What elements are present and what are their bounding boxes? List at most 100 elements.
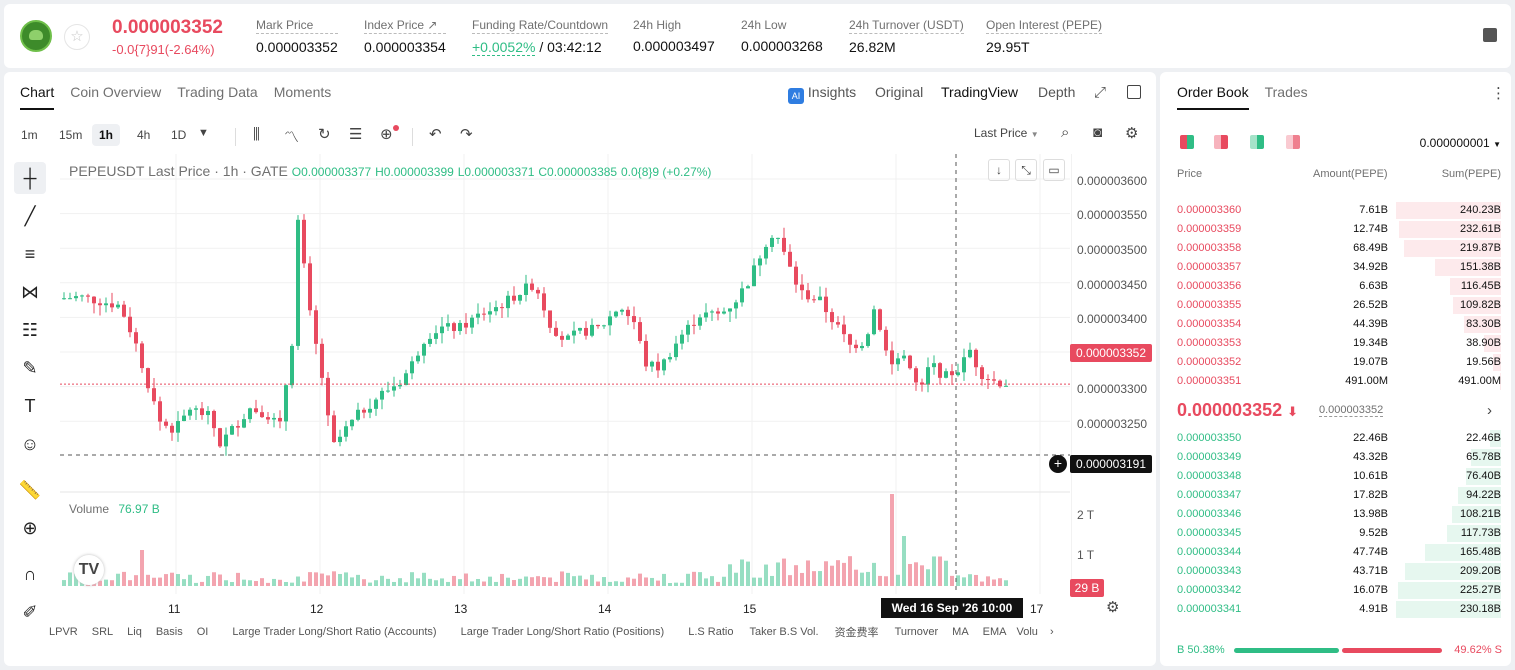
camera-icon[interactable]: ◙	[1093, 124, 1103, 141]
stat-index-price[interactable]: Index Price ↗ 0.000003354	[364, 18, 446, 55]
tab-chart[interactable]: Chart	[20, 84, 55, 110]
more-options-icon[interactable]: ⋮	[1491, 85, 1506, 102]
view-bids-icon[interactable]	[1250, 135, 1264, 149]
indicator-lt-accounts[interactable]: Large Trader Long/Short Ratio (Accounts)	[232, 626, 437, 638]
stat-open-interest[interactable]: Open Interest (PEPE) 29.95T	[986, 18, 1103, 55]
asks-row[interactable]: 0.000003352 19.07B 19.56B	[1160, 353, 1511, 372]
bids-row[interactable]: 0.000003346 13.98B 108.21B	[1160, 505, 1511, 524]
asks-row[interactable]: 0.000003356 6.63B 116.45B	[1160, 277, 1511, 296]
indicator-srl[interactable]: SRL	[91, 626, 114, 638]
document-icon[interactable]	[1483, 28, 1497, 42]
asks-row[interactable]: 0.000003360 7.61B 240.23B	[1160, 201, 1511, 220]
zoom-in-icon[interactable]: ⊕	[22, 518, 38, 538]
view-both-icon[interactable]	[1180, 135, 1194, 149]
precision-select[interactable]: 0.000000001 ▼	[1419, 136, 1501, 150]
add-indicator-icon[interactable]: ⊕	[380, 125, 399, 143]
tab-trades[interactable]: Trades	[1264, 84, 1308, 100]
asks-row[interactable]: 0.000003353 19.34B 38.90B	[1160, 334, 1511, 353]
asks-row[interactable]: 0.000003357 34.92B 151.38B	[1160, 258, 1511, 277]
favorite-star-icon[interactable]: ☆	[64, 24, 90, 50]
chevron-right-icon[interactable]: ›	[1487, 402, 1492, 419]
bids-row[interactable]: 0.000003344 47.74B 165.48B	[1160, 543, 1511, 562]
chevron-right-icon[interactable]: ›	[1049, 626, 1054, 638]
indicator-lpvr[interactable]: LPVR	[49, 626, 78, 638]
asks-amount: 19.07B	[1353, 356, 1388, 368]
collapse-icon[interactable]: ⤡	[1015, 159, 1037, 181]
indicator-liq[interactable]: Liq	[127, 626, 142, 638]
asks-row[interactable]: 0.000003359 12.74B 232.61B	[1160, 220, 1511, 239]
indicator-oi[interactable]: OI	[196, 626, 209, 638]
bids-row[interactable]: 0.000003343 43.71B 209.20B	[1160, 562, 1511, 581]
indicator-ma[interactable]: MA	[952, 626, 969, 638]
layout-icon[interactable]: ▭	[1043, 159, 1065, 181]
stat-24h-high: 24h High 0.000003497	[633, 18, 715, 54]
indicator-taker-vol[interactable]: Taker B.S Vol.	[749, 626, 819, 638]
bids-row[interactable]: 0.000003345 9.52B 117.73B	[1160, 524, 1511, 543]
pattern-icon[interactable]: ⋈	[21, 282, 39, 302]
timeframe-15m[interactable]: 15m	[59, 128, 83, 142]
expand-icon[interactable]: ⤢	[1094, 84, 1107, 101]
tab-trading-data[interactable]: Trading Data	[177, 84, 258, 100]
indicator-ls-ratio[interactable]: L.S Ratio	[688, 626, 734, 638]
indicator-turnover[interactable]: Turnover	[894, 626, 939, 638]
template-icon[interactable]: ☰	[349, 126, 363, 143]
tab-moments[interactable]: Moments	[273, 84, 332, 100]
add-alert-icon[interactable]: +	[1049, 455, 1067, 473]
search-icon[interactable]: ⌕	[1061, 124, 1070, 141]
indicator-vol[interactable]: Volu	[1016, 626, 1038, 638]
indicator-funding-rate[interactable]: 资金费率	[834, 627, 879, 639]
indicators-icon[interactable]: 〽	[284, 129, 300, 146]
view-mode-icon[interactable]	[1286, 135, 1300, 149]
original-view-button[interactable]: Original	[875, 84, 924, 100]
timeframe-dropdown-icon[interactable]: ▼	[198, 127, 209, 139]
candle-type-icon[interactable]: ⫼	[253, 126, 260, 143]
brush-icon[interactable]: ✎	[22, 358, 38, 378]
stat-funding-rate[interactable]: Funding Rate/Countdown +0.0052% / 03:42:…	[472, 18, 609, 56]
asks-row[interactable]: 0.000003354 44.39B 83.30B	[1160, 315, 1511, 334]
insights-button[interactable]: AI Insights	[788, 84, 856, 104]
bids-row[interactable]: 0.000003342 16.07B 225.27B	[1160, 581, 1511, 600]
tab-order-book[interactable]: Order Book	[1177, 84, 1249, 110]
indicator-basis[interactable]: Basis	[155, 626, 183, 638]
candlestick-chart[interactable]	[60, 154, 1072, 594]
bids-row[interactable]: 0.000003348 10.61B 76.40B	[1160, 467, 1511, 486]
timeframe-4h[interactable]: 4h	[137, 128, 151, 142]
asks-row[interactable]: 0.000003358 68.49B 219.87B	[1160, 239, 1511, 258]
trend-line-icon[interactable]: ╱	[24, 206, 36, 226]
depth-view-button[interactable]: Depth	[1038, 84, 1076, 100]
settings-gear-icon[interactable]: ⚙	[1125, 125, 1139, 142]
tradingview-view-button[interactable]: TradingView	[941, 84, 1019, 100]
volume-bar	[416, 578, 420, 586]
refresh-icon[interactable]: ↻	[318, 126, 331, 143]
fullscreen-icon[interactable]	[1127, 85, 1141, 99]
bids-amount: 9.52B	[1359, 527, 1388, 539]
view-asks-icon[interactable]	[1214, 135, 1228, 149]
timeframe-1d[interactable]: 1D	[171, 128, 187, 142]
asks-row[interactable]: 0.000003355 26.52B 109.82B	[1160, 296, 1511, 315]
asks-row[interactable]: 0.000003351 491.00M 491.00M	[1160, 372, 1511, 391]
ruler-icon[interactable]: 📏	[18, 480, 42, 500]
bids-row[interactable]: 0.000003350 22.46B 22.46B	[1160, 429, 1511, 448]
chart-settings-icon[interactable]: ⚙	[1106, 599, 1120, 616]
bids-row[interactable]: 0.000003341 4.91B 230.18B	[1160, 600, 1511, 619]
bids-row[interactable]: 0.000003349 43.32B 65.78B	[1160, 448, 1511, 467]
text-tool-icon[interactable]: T	[24, 396, 36, 416]
redo-icon[interactable]: ↷	[460, 126, 473, 143]
bids-row[interactable]: 0.000003347 17.82B 94.22B	[1160, 486, 1511, 505]
indicator-ema[interactable]: EMA	[982, 626, 1007, 638]
timeframe-1m[interactable]: 1m	[21, 128, 38, 142]
tab-coin-overview[interactable]: Coin Overview	[70, 84, 162, 100]
undo-icon[interactable]: ↶	[429, 126, 442, 143]
pencil-lock-icon[interactable]: ✐	[22, 602, 38, 622]
stat-mark-price[interactable]: Mark Price 0.000003352	[256, 18, 338, 55]
emoji-icon[interactable]: ☺	[20, 434, 40, 454]
indicator-lt-positions[interactable]: Large Trader Long/Short Ratio (Positions…	[460, 626, 665, 638]
fib-icon[interactable]: ☷	[21, 320, 39, 340]
arrow-down-icon[interactable]: ↓	[988, 159, 1010, 181]
timeframe-1h[interactable]: 1h	[92, 124, 121, 146]
stat-24h-turnover[interactable]: 24h Turnover (USDT) 26.82M	[849, 18, 964, 55]
price-type-select[interactable]: Last Price ▼	[974, 126, 1039, 140]
horizontal-lines-icon[interactable]: ≡	[24, 244, 36, 264]
magnet-icon[interactable]: ∩	[23, 564, 37, 584]
crosshair-icon[interactable]: ┼	[14, 162, 46, 194]
